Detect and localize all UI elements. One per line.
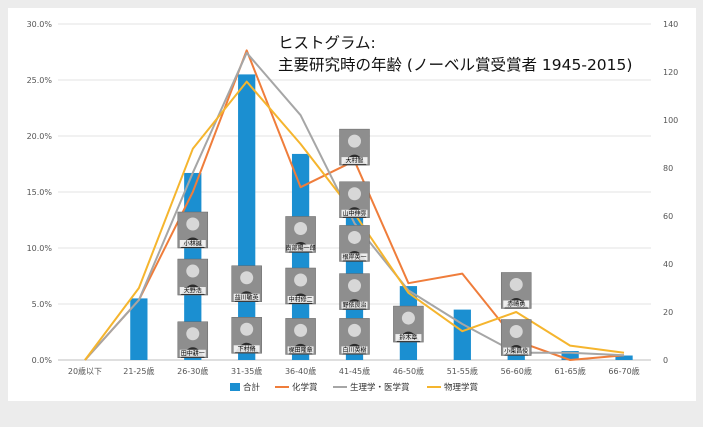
bar — [130, 298, 148, 360]
legend-label: 合計 — [243, 382, 261, 393]
laureate-name: 天野浩 — [184, 287, 202, 295]
laureate-portrait: 田中耕一 — [177, 321, 209, 359]
legend-item: 化学賞 — [275, 382, 318, 393]
x-tick-label: 21-25歳 — [123, 366, 154, 376]
laureate-portrait: 南部陽一郎 — [285, 216, 316, 253]
laureate-portrait: 山中伸弥 — [339, 181, 370, 219]
legend-item: 合計 — [230, 382, 261, 393]
y-left-tick-label: 5.0% — [32, 300, 53, 309]
legend-swatch — [230, 383, 240, 391]
y-left-tick-label: 30.0% — [27, 20, 53, 29]
y-right-tick-label: 80 — [663, 164, 673, 173]
laureate-name: 南部陽一郎 — [286, 244, 316, 252]
y-left-tick-label: 0.0% — [32, 356, 53, 365]
laureate-name: 田中耕一 — [181, 349, 205, 357]
chart-title-line1: ヒストグラム: — [278, 34, 376, 52]
x-tick-label: 66-70歳 — [608, 366, 639, 376]
laureate-name: 梶田隆章 — [289, 346, 313, 354]
laureate-portrait: 中村修二 — [285, 267, 316, 305]
laureate-portrait: 大村智 — [339, 128, 370, 166]
laureate-portrait: 小柴昌俊 — [500, 319, 532, 356]
bar — [615, 355, 633, 360]
y-right-tick-label: 20 — [663, 308, 673, 317]
laureate-portrait: 鈴木章 — [393, 305, 424, 343]
chart-title-line2: 主要研究時の年齢 (ノーベル賞受賞者 1945-2015) — [278, 56, 632, 74]
legend-label: 生理学・医学賞 — [350, 382, 410, 393]
bar — [291, 153, 310, 360]
laureate-name: 赤崎勇 — [507, 300, 525, 308]
laureate-name: 小林誠 — [184, 240, 202, 248]
axes: 0.0% 5.0% 10.0% 15.0% 20.0% 25.0% 30.0% 0 20 40 60… — [27, 20, 679, 376]
laureate-name: 根岸英一 — [342, 253, 366, 261]
laureate-portrait: 小林誠 — [177, 211, 209, 249]
y-left-tick-label: 15.0% — [27, 188, 53, 197]
y-right-tick-label: 0 — [663, 356, 668, 365]
legend-label: 物理学賞 — [444, 382, 478, 393]
y-left-tick-label: 25.0% — [27, 76, 53, 85]
y-left-tick-label: 20.0% — [27, 132, 53, 141]
laureate-portrait: 白川英樹 — [339, 318, 370, 355]
laureate-name: 小柴昌俊 — [504, 347, 528, 355]
y-right-tick-label: 40 — [663, 260, 673, 269]
laureate-name: 益川敏英 — [235, 293, 259, 301]
x-tick-label: 56-60歳 — [501, 366, 532, 376]
x-tick-label: 51-55歳 — [447, 366, 478, 376]
laureate-portrait: 天野浩 — [177, 258, 209, 296]
laureate-portrait: 赤崎勇 — [500, 272, 532, 309]
x-tick-label: 26-30歳 — [177, 366, 208, 376]
legend: 合計 化学賞 生理学・医学賞 物理学賞 — [230, 382, 478, 393]
laureate-portrait: 梶田隆章 — [285, 318, 316, 355]
laureate-name: 中村修二 — [289, 296, 313, 304]
y-right-tick-label: 60 — [663, 212, 673, 221]
bar — [453, 309, 471, 360]
laureate-name: 山中伸弥 — [342, 209, 366, 217]
x-tick-label: 20歳以下 — [68, 366, 102, 376]
x-tick-label: 46-50歳 — [393, 366, 424, 376]
x-tick-label: 31-35歳 — [231, 366, 262, 376]
y-right-tick-label: 140 — [663, 20, 678, 29]
x-tick-label: 41-45歳 — [339, 366, 370, 376]
series-line — [84, 51, 625, 361]
x-tick-label: 36-40歳 — [285, 366, 316, 376]
laureate-name: 野依良治 — [342, 301, 366, 309]
laureate-portrait: 益川敏英 — [231, 265, 262, 303]
legend-item: 物理学賞 — [427, 382, 478, 393]
y-right-tick-label: 100 — [663, 116, 678, 125]
legend-label: 化学賞 — [292, 382, 318, 393]
laureate-name: 鈴木章 — [399, 334, 417, 342]
bar — [561, 351, 579, 360]
y-left-tick-label: 10.0% — [27, 244, 53, 253]
laureate-portrait: 根岸英一 — [339, 225, 370, 262]
legend-item: 生理学・医学賞 — [333, 382, 410, 393]
chart-frame: 小林誠天野浩田中耕一 益川敏英下村脩 南部陽一郎中村修二梶田隆章 大村智山中伸弥根岸英… — [8, 8, 696, 401]
laureate-portrait: 下村脩 — [231, 317, 262, 354]
laureate-portrait: 野依良治 — [339, 273, 370, 310]
y-right-tick-label: 120 — [663, 68, 678, 77]
laureate-name: 白川英樹 — [342, 346, 366, 354]
laureate-name: 大村智 — [345, 157, 363, 165]
laureate-name: 下村脩 — [238, 345, 256, 353]
x-tick-label: 61-65歳 — [555, 366, 586, 376]
